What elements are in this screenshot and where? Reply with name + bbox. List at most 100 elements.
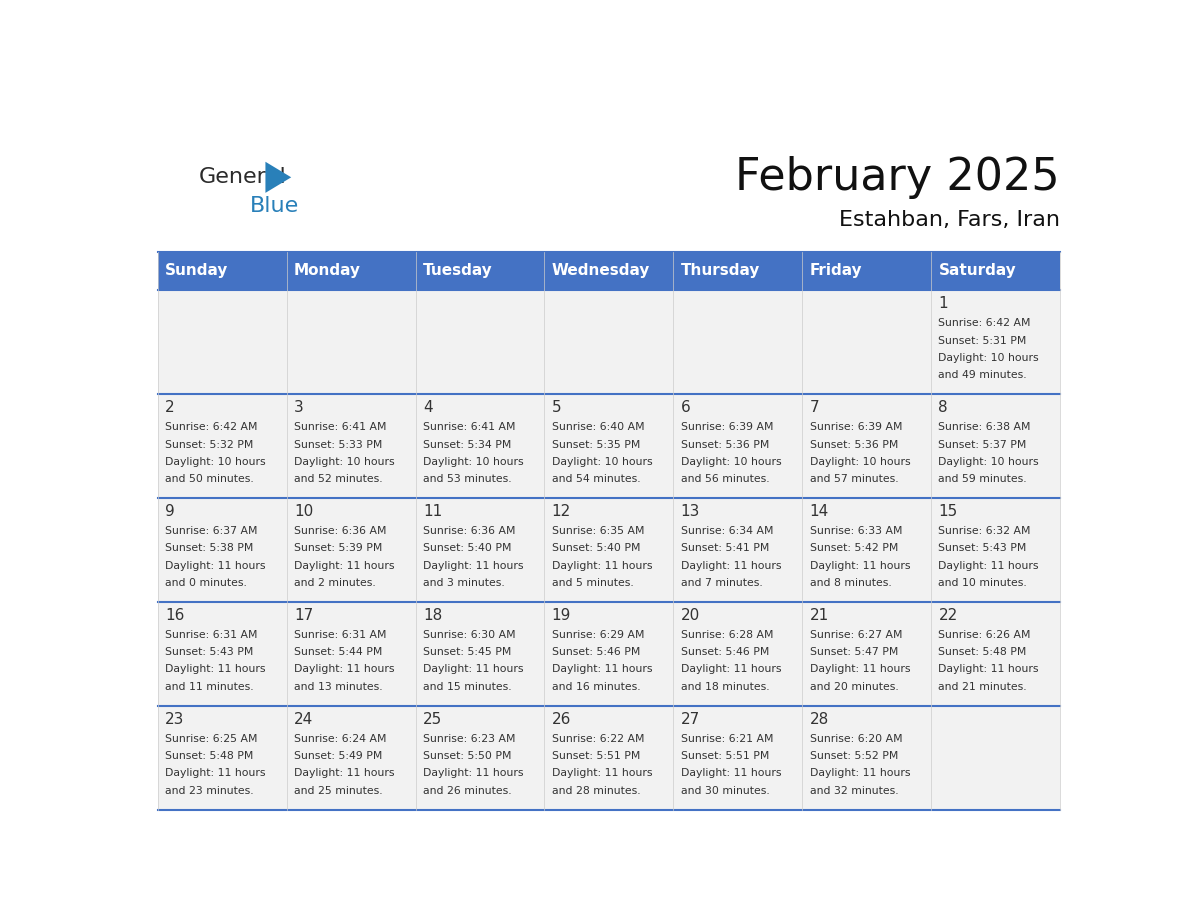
Text: Sunrise: 6:39 AM: Sunrise: 6:39 AM bbox=[809, 422, 902, 432]
Text: Sunrise: 6:27 AM: Sunrise: 6:27 AM bbox=[809, 630, 902, 640]
Text: Daylight: 11 hours: Daylight: 11 hours bbox=[293, 665, 394, 675]
Text: Sunrise: 6:37 AM: Sunrise: 6:37 AM bbox=[165, 526, 258, 536]
Text: and 53 minutes.: and 53 minutes. bbox=[423, 474, 512, 484]
Text: Sunset: 5:40 PM: Sunset: 5:40 PM bbox=[551, 543, 640, 554]
Text: and 18 minutes.: and 18 minutes. bbox=[681, 682, 770, 691]
Text: 8: 8 bbox=[939, 400, 948, 415]
Text: Sunrise: 6:30 AM: Sunrise: 6:30 AM bbox=[423, 630, 516, 640]
Bar bbox=[286, 498, 416, 602]
Bar bbox=[416, 395, 544, 498]
Text: 24: 24 bbox=[293, 711, 314, 727]
Bar bbox=[416, 290, 544, 395]
Bar bbox=[674, 706, 802, 810]
Text: 1: 1 bbox=[939, 297, 948, 311]
Text: Sunrise: 6:28 AM: Sunrise: 6:28 AM bbox=[681, 630, 773, 640]
Text: Daylight: 11 hours: Daylight: 11 hours bbox=[165, 665, 266, 675]
Text: 6: 6 bbox=[681, 400, 690, 415]
Text: Daylight: 10 hours: Daylight: 10 hours bbox=[551, 456, 652, 466]
Text: and 49 minutes.: and 49 minutes. bbox=[939, 370, 1028, 380]
Text: Sunset: 5:33 PM: Sunset: 5:33 PM bbox=[293, 440, 383, 450]
Text: Daylight: 11 hours: Daylight: 11 hours bbox=[423, 768, 524, 778]
Bar bbox=[802, 706, 931, 810]
Text: and 26 minutes.: and 26 minutes. bbox=[423, 786, 512, 796]
Bar bbox=[544, 252, 674, 290]
Text: Sunrise: 6:34 AM: Sunrise: 6:34 AM bbox=[681, 526, 773, 536]
Text: 4: 4 bbox=[423, 400, 432, 415]
Bar bbox=[931, 498, 1060, 602]
Text: Daylight: 11 hours: Daylight: 11 hours bbox=[809, 768, 910, 778]
Text: Daylight: 11 hours: Daylight: 11 hours bbox=[293, 561, 394, 571]
Text: Sunrise: 6:42 AM: Sunrise: 6:42 AM bbox=[165, 422, 258, 432]
Text: Sunday: Sunday bbox=[165, 263, 228, 278]
Text: Sunset: 5:43 PM: Sunset: 5:43 PM bbox=[939, 543, 1026, 554]
Bar bbox=[931, 290, 1060, 395]
Text: Friday: Friday bbox=[809, 263, 862, 278]
Text: 15: 15 bbox=[939, 504, 958, 519]
Text: 5: 5 bbox=[551, 400, 562, 415]
Text: and 0 minutes.: and 0 minutes. bbox=[165, 577, 247, 588]
Text: Daylight: 11 hours: Daylight: 11 hours bbox=[551, 665, 652, 675]
Text: Sunrise: 6:21 AM: Sunrise: 6:21 AM bbox=[681, 734, 773, 744]
Text: 12: 12 bbox=[551, 504, 571, 519]
Text: 26: 26 bbox=[551, 711, 571, 727]
Text: Sunrise: 6:29 AM: Sunrise: 6:29 AM bbox=[551, 630, 644, 640]
Text: Tuesday: Tuesday bbox=[423, 263, 493, 278]
Text: and 28 minutes.: and 28 minutes. bbox=[551, 786, 640, 796]
Text: Daylight: 11 hours: Daylight: 11 hours bbox=[809, 665, 910, 675]
Text: Sunrise: 6:39 AM: Sunrise: 6:39 AM bbox=[681, 422, 773, 432]
Text: and 25 minutes.: and 25 minutes. bbox=[293, 786, 383, 796]
Text: Sunset: 5:36 PM: Sunset: 5:36 PM bbox=[681, 440, 769, 450]
Text: and 30 minutes.: and 30 minutes. bbox=[681, 786, 770, 796]
Text: 17: 17 bbox=[293, 608, 314, 622]
Text: and 54 minutes.: and 54 minutes. bbox=[551, 474, 640, 484]
Text: Sunrise: 6:23 AM: Sunrise: 6:23 AM bbox=[423, 734, 516, 744]
Text: Sunrise: 6:24 AM: Sunrise: 6:24 AM bbox=[293, 734, 386, 744]
Bar bbox=[674, 602, 802, 706]
Text: Sunset: 5:37 PM: Sunset: 5:37 PM bbox=[939, 440, 1026, 450]
Text: Daylight: 11 hours: Daylight: 11 hours bbox=[681, 561, 782, 571]
Text: and 23 minutes.: and 23 minutes. bbox=[165, 786, 254, 796]
Bar bbox=[544, 602, 674, 706]
Text: 3: 3 bbox=[293, 400, 304, 415]
Text: Sunrise: 6:31 AM: Sunrise: 6:31 AM bbox=[293, 630, 386, 640]
Bar bbox=[286, 395, 416, 498]
Bar bbox=[286, 706, 416, 810]
Bar bbox=[802, 498, 931, 602]
Text: 14: 14 bbox=[809, 504, 829, 519]
Text: Sunrise: 6:20 AM: Sunrise: 6:20 AM bbox=[809, 734, 902, 744]
Text: 2: 2 bbox=[165, 400, 175, 415]
Text: Sunset: 5:31 PM: Sunset: 5:31 PM bbox=[939, 336, 1026, 345]
Bar bbox=[416, 498, 544, 602]
Text: Sunrise: 6:32 AM: Sunrise: 6:32 AM bbox=[939, 526, 1031, 536]
Bar bbox=[802, 395, 931, 498]
Text: Sunrise: 6:25 AM: Sunrise: 6:25 AM bbox=[165, 734, 258, 744]
Text: Daylight: 11 hours: Daylight: 11 hours bbox=[423, 561, 524, 571]
Bar bbox=[802, 252, 931, 290]
Text: Sunset: 5:48 PM: Sunset: 5:48 PM bbox=[939, 647, 1026, 657]
Text: and 3 minutes.: and 3 minutes. bbox=[423, 577, 505, 588]
Text: Monday: Monday bbox=[293, 263, 361, 278]
Bar bbox=[931, 602, 1060, 706]
Bar bbox=[286, 290, 416, 395]
Bar bbox=[158, 252, 286, 290]
Text: Daylight: 10 hours: Daylight: 10 hours bbox=[293, 456, 394, 466]
Text: Daylight: 10 hours: Daylight: 10 hours bbox=[681, 456, 782, 466]
Text: Sunset: 5:34 PM: Sunset: 5:34 PM bbox=[423, 440, 511, 450]
Text: Sunrise: 6:40 AM: Sunrise: 6:40 AM bbox=[551, 422, 644, 432]
Text: Daylight: 11 hours: Daylight: 11 hours bbox=[551, 768, 652, 778]
Text: Sunrise: 6:33 AM: Sunrise: 6:33 AM bbox=[809, 526, 902, 536]
Bar bbox=[416, 706, 544, 810]
Text: 18: 18 bbox=[423, 608, 442, 622]
Text: Sunrise: 6:31 AM: Sunrise: 6:31 AM bbox=[165, 630, 258, 640]
Text: Wednesday: Wednesday bbox=[551, 263, 650, 278]
Bar bbox=[286, 602, 416, 706]
Text: 10: 10 bbox=[293, 504, 314, 519]
Text: Daylight: 10 hours: Daylight: 10 hours bbox=[809, 456, 910, 466]
Text: Daylight: 10 hours: Daylight: 10 hours bbox=[939, 353, 1040, 363]
Text: 9: 9 bbox=[165, 504, 175, 519]
Text: Saturday: Saturday bbox=[939, 263, 1016, 278]
Text: and 11 minutes.: and 11 minutes. bbox=[165, 682, 254, 691]
Text: February 2025: February 2025 bbox=[735, 156, 1060, 199]
Bar bbox=[931, 252, 1060, 290]
Bar bbox=[674, 290, 802, 395]
